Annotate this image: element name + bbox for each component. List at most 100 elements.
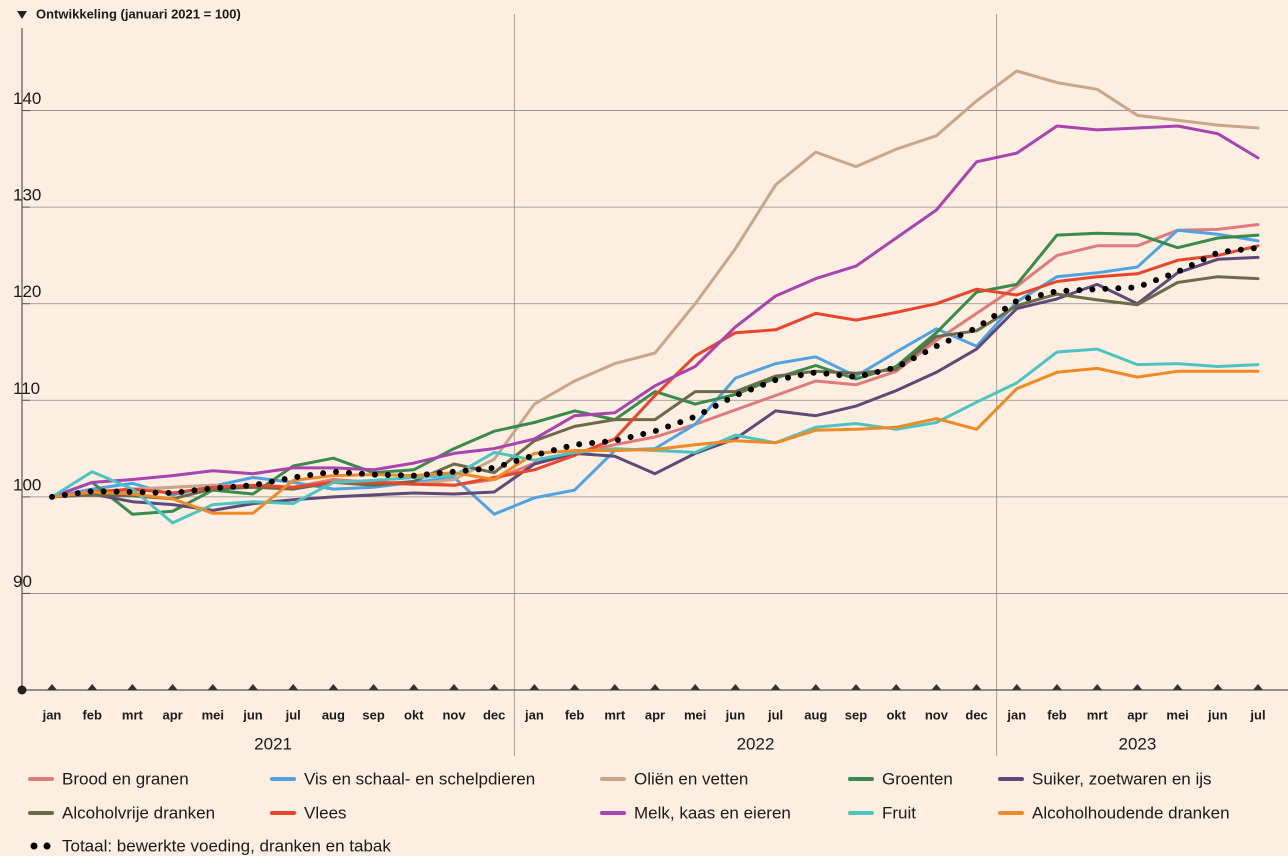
x-tick [328, 684, 339, 690]
x-tick-label: jul [1249, 707, 1265, 722]
series-line [50, 366, 1260, 515]
x-tick-label: okt [404, 707, 424, 722]
x-tick [1011, 684, 1022, 690]
x-tick-label: mei [684, 707, 706, 722]
x-tick-label: apr [645, 707, 665, 722]
x-tick [1253, 684, 1263, 690]
x-tick [489, 684, 500, 690]
series-line [50, 231, 1260, 516]
title-bg [0, 2, 328, 28]
x-tick-label: aug [322, 707, 345, 722]
x-tick-label: jun [1207, 707, 1228, 722]
series-line [50, 244, 1260, 499]
legend-label: Suiker, zoetwaren en ijs [1032, 769, 1212, 788]
x-tick-label: jun [725, 707, 746, 722]
x-tick-label: feb [565, 707, 585, 722]
x-tick-label: mrt [1087, 707, 1109, 722]
legend-label: Groenten [882, 769, 953, 788]
dotted-line [49, 244, 1261, 500]
y-tick-label: 100 [13, 475, 41, 494]
y-tick-label: 110 [13, 379, 40, 398]
series-line [50, 255, 1260, 512]
x-tick-label: apr [162, 707, 182, 722]
legend-label: Alcoholhoudende dranken [1032, 803, 1230, 822]
x-tick-label: mrt [604, 707, 626, 722]
year-label: 2022 [737, 734, 775, 753]
x-tick-label: aug [804, 707, 827, 722]
year-label: 2023 [1118, 734, 1156, 753]
x-tick-label: jun [242, 707, 263, 722]
x-tick [248, 684, 258, 690]
x-tick [1212, 684, 1223, 690]
x-tick [569, 684, 580, 690]
x-tick-label: sep [845, 707, 867, 722]
x-tick [650, 684, 660, 690]
x-tick [609, 684, 620, 690]
x-tick [971, 684, 982, 690]
x-tick [851, 684, 861, 690]
legend-label: Vis en schaal- en schelpdieren [304, 769, 535, 788]
x-tick [368, 684, 379, 690]
x-tick [1132, 684, 1143, 690]
title-arrow [17, 11, 27, 19]
legend-label: Oliën en vetten [634, 769, 748, 788]
legend-label: Vlees [304, 803, 347, 822]
x-tick [931, 684, 942, 690]
x-tick-label: okt [886, 707, 906, 722]
year-label: 2021 [254, 734, 292, 753]
legend-swatch [43, 842, 51, 850]
legend-label: Melk, kaas en eieren [634, 803, 791, 822]
x-tick-label: mei [1166, 707, 1188, 722]
x-tick-label: dec [483, 707, 505, 722]
legend-label: Totaal: bewerkte voeding, dranken en tab… [62, 836, 391, 855]
legend-label: Brood en granen [62, 769, 189, 788]
x-tick [529, 684, 540, 690]
x-tick [47, 684, 57, 690]
y-tick-label: 120 [13, 282, 41, 301]
x-tick-label: jul [285, 707, 301, 722]
x-tick-label: mrt [122, 707, 144, 722]
x-tick-label: sep [362, 707, 384, 722]
x-tick-label: apr [1127, 707, 1147, 722]
x-tick [449, 684, 459, 690]
y-tick-label: 90 [13, 572, 32, 591]
x-tick-label: feb [82, 707, 102, 722]
x-tick-label: jan [524, 707, 544, 722]
x-tick-label: dec [965, 707, 987, 722]
y-tick-label: 130 [13, 186, 41, 205]
x-tick [810, 684, 821, 690]
legend-swatch [30, 842, 38, 850]
x-tick-label: jul [767, 707, 783, 722]
x-tick [1172, 684, 1183, 690]
x-tick [770, 684, 781, 690]
x-tick-label: feb [1047, 707, 1067, 722]
x-tick-label: jan [42, 707, 62, 722]
grid [22, 14, 1288, 756]
x-tick [207, 684, 218, 690]
legend: Brood en granen Vis en schaal- en schelpd… [28, 769, 1230, 855]
lines [49, 69, 1261, 525]
x-tick [87, 684, 98, 690]
y-tick-label: 140 [13, 89, 41, 108]
x-tick [1092, 684, 1103, 690]
x-tick [1052, 684, 1062, 690]
series-line [50, 275, 1260, 501]
x-tick [730, 684, 741, 690]
x-tick [408, 684, 419, 690]
axes: Ontwikkeling (januari 2021 = 100) 90 100 1… [0, 2, 1288, 753]
axis-origin [17, 685, 27, 695]
x-tick [690, 684, 701, 690]
x-tick-label: nov [442, 707, 466, 722]
x-tick-label: jan [1006, 707, 1026, 722]
x-tick-label: nov [925, 707, 949, 722]
y-axis-title: Ontwikkeling (januari 2021 = 100) [36, 6, 241, 21]
x-tick [127, 684, 138, 690]
legend-label: Alcoholvrije dranken [62, 803, 215, 822]
x-tick [167, 684, 178, 690]
x-tick [288, 684, 299, 690]
x-tick-label: mei [202, 707, 224, 722]
legend-label: Fruit [882, 803, 916, 822]
series-line [50, 124, 1260, 499]
